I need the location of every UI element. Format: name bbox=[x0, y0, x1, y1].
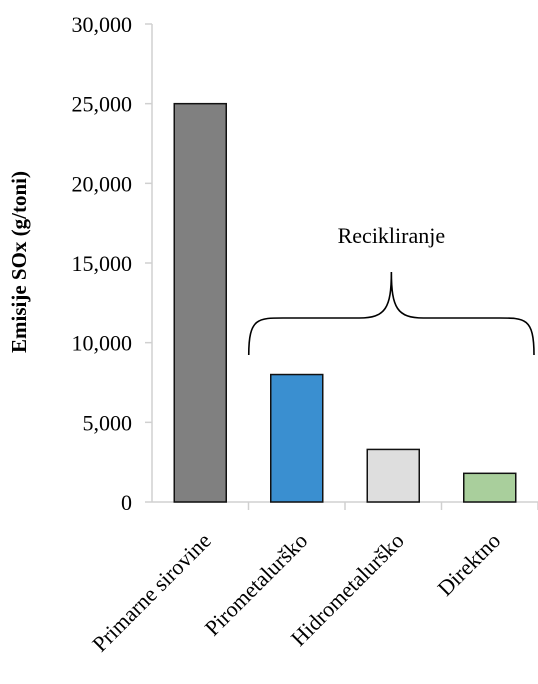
y-tick-label: 0 bbox=[121, 490, 132, 515]
bars bbox=[173, 102, 517, 503]
recikliranje-label: Recikliranje bbox=[338, 223, 446, 248]
y-tick-label: 5,000 bbox=[83, 410, 133, 435]
y-tick-label: 10,000 bbox=[72, 331, 133, 356]
x-category-label: Primarne sirovine bbox=[87, 528, 216, 657]
x-category-label: Direktno bbox=[432, 528, 505, 601]
bar-hidrometalurško bbox=[366, 448, 420, 503]
recikliranje-brace bbox=[247, 271, 535, 356]
x-axis-labels: Primarne sirovinePirometalurškoHidrometa… bbox=[87, 528, 505, 657]
y-axis-title: Emisije SOx (g/toni) bbox=[7, 171, 31, 353]
y-tick-label: 25,000 bbox=[72, 92, 133, 117]
y-tick-label: 20,000 bbox=[72, 171, 133, 196]
bar-direktno bbox=[463, 472, 517, 503]
bar-primarne-sirovine bbox=[173, 102, 227, 503]
y-tick-label: 15,000 bbox=[72, 251, 133, 276]
y-tick-label: 30,000 bbox=[72, 12, 133, 37]
y-axis: 0 5,000 10,000 15,000 20,000 25,000 30,000 bbox=[72, 12, 538, 515]
bar-pirometalurško bbox=[270, 373, 324, 503]
